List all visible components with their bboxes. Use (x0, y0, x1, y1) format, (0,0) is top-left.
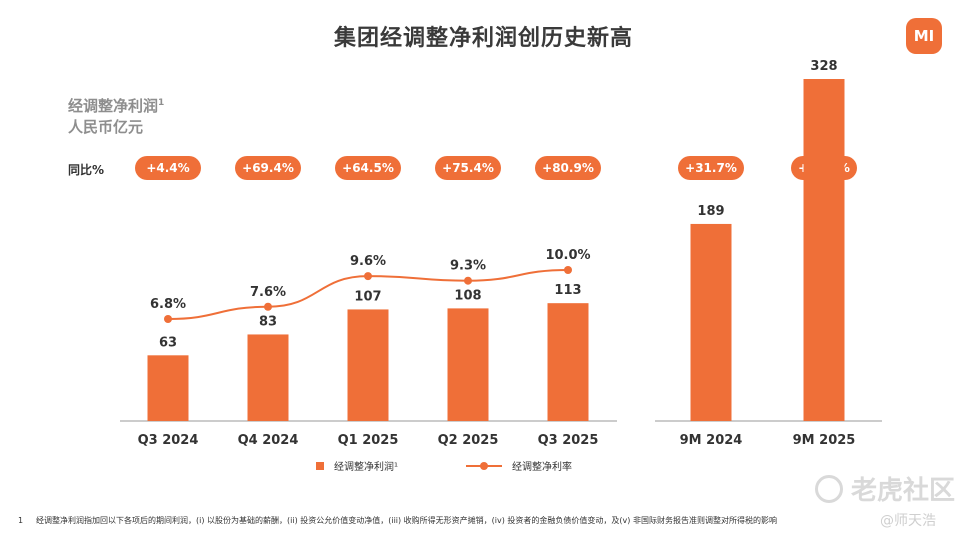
bar-9m-1 (803, 79, 845, 421)
bar-3 (447, 308, 489, 421)
bar-9m-label-0: 189 (697, 204, 724, 219)
margin-label-3: 9.3% (450, 259, 486, 274)
watermark: 老虎社区 (815, 470, 955, 507)
watermark-handle: @师天浩 (880, 513, 936, 529)
margin-point-2 (364, 272, 372, 281)
legend-bar-label: 经调整净利润¹ (334, 462, 399, 473)
yoy-pill-4: +80.9% (535, 156, 601, 180)
x-tick-3: Q2 2025 (438, 433, 499, 448)
footnote-text: 经调整净利润指加回以下各项后的期间利润，(i) 以股份为基础的薪酬，(ii) 投… (36, 516, 777, 525)
watermark-icon (815, 474, 843, 503)
legend-line-label: 经调整净利率 (512, 462, 572, 473)
bar-1 (247, 334, 289, 421)
margin-point-4 (564, 266, 572, 274)
bar-label-4: 113 (554, 283, 581, 298)
bar-label-2: 107 (354, 289, 381, 304)
legend-line: 经调整净利率 (466, 458, 572, 473)
legend-bar-swatch (316, 461, 324, 470)
margin-point-1 (264, 302, 272, 311)
x-tick-9m-1: 9M 2025 (793, 433, 856, 448)
bar-4 (547, 303, 589, 421)
bar-9m-label-1: 328 (810, 59, 837, 74)
bar-label-3: 108 (454, 288, 481, 303)
x-tick-1: Q4 2024 (238, 433, 299, 448)
yoy-pill-3: +75.4% (435, 156, 501, 180)
footnote: 1 经调整净利润指加回以下各项后的期间利润，(i) 以股份为基础的薪酬，(ii) … (18, 515, 777, 526)
margin-label-4: 10.0% (545, 248, 590, 263)
chart-y-title: 经调整净利润1 人民币亿元 (68, 93, 164, 138)
yoy-pill-0: +4.4% (135, 156, 201, 180)
x-tick-9m-0: 9M 2024 (680, 433, 743, 448)
bar-label-0: 63 (159, 335, 177, 350)
margin-label-2: 9.6% (350, 254, 386, 269)
margin-point-3 (464, 276, 472, 285)
x-tick-4: Q3 2025 (538, 433, 599, 448)
bar-0 (147, 355, 189, 421)
margin-label-0: 6.8% (150, 297, 186, 312)
page-title: 集团经调整净利润创历史新高 (333, 26, 633, 51)
y-title-line2: 人民币亿元 (68, 118, 144, 136)
legend-bar: 经调整净利润¹ (316, 458, 398, 473)
legend-line-swatch (466, 461, 502, 470)
xiaomi-logo: MI (906, 18, 942, 54)
x-tick-0: Q3 2024 (138, 433, 199, 448)
footnote-number: 1 (18, 516, 24, 525)
y-title-line1: 经调整净利润 (68, 97, 159, 115)
yoy-pill-m0: +31.7% (678, 156, 744, 180)
y-title-superscript: 1 (158, 98, 165, 108)
yoy-pill-2: +64.5% (335, 156, 401, 180)
bar-9m-0 (690, 223, 732, 421)
margin-label-1: 7.6% (250, 285, 286, 300)
bar-label-1: 83 (259, 314, 277, 329)
margin-point-0 (164, 315, 172, 323)
x-tick-2: Q1 2025 (338, 433, 399, 448)
watermark-text: 老虎社区 (851, 476, 956, 506)
yoy-label: 同比% (68, 163, 105, 177)
bar-2 (347, 309, 389, 421)
yoy-pill-1: +69.4% (235, 156, 301, 180)
